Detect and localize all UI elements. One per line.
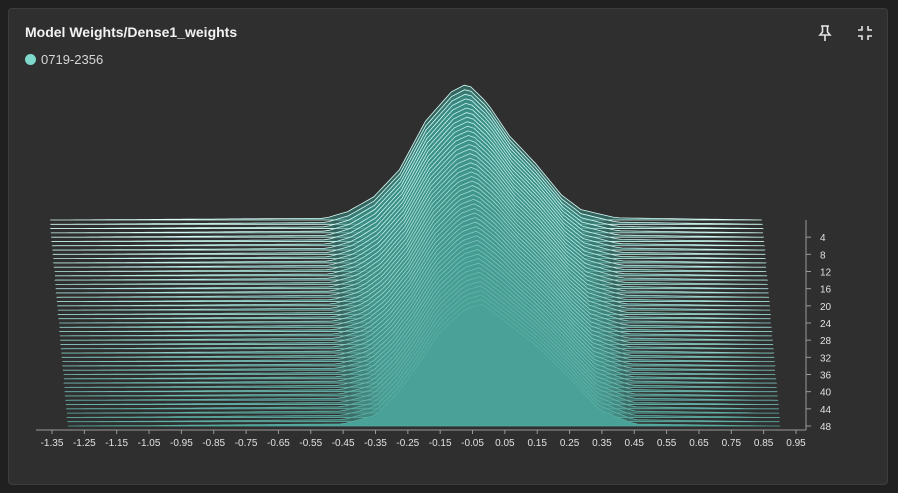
x-tick-label: -0.95 <box>170 438 193 449</box>
ridge-step-29 <box>59 217 774 345</box>
x-tick-label: 0.05 <box>495 438 515 449</box>
step-tick-label: 8 <box>820 250 826 261</box>
x-tick-label: -0.25 <box>396 438 419 449</box>
step-tick-label: 44 <box>820 405 832 416</box>
ridge-step-22 <box>57 185 772 315</box>
ridge-step-21 <box>57 180 771 311</box>
x-tick-label: 0.75 <box>722 438 742 449</box>
ridge-step-48 <box>68 303 780 427</box>
x-tick-label: 0.55 <box>657 438 677 449</box>
ridge-step-25 <box>59 198 772 328</box>
x-tick-label: 0.65 <box>689 438 709 449</box>
ridge-step-27 <box>59 207 773 337</box>
x-tick-label: -0.05 <box>461 438 484 449</box>
step-tick-label: 48 <box>820 422 832 433</box>
x-tick-label: 0.15 <box>527 438 547 449</box>
pin-icon[interactable] <box>815 23 835 43</box>
ridge-step-28 <box>59 212 774 341</box>
step-tick-label: 20 <box>820 302 832 313</box>
x-tick-label: -0.65 <box>267 438 290 449</box>
step-tick-label: 4 <box>820 233 826 244</box>
legend-label[interactable]: 0719-2356 <box>41 52 104 67</box>
x-tick-label: -0.85 <box>202 438 225 449</box>
step-tick-label: 12 <box>820 268 832 279</box>
step-tick-label: 16 <box>820 285 832 296</box>
ridge-step-20 <box>56 175 771 307</box>
ridge-lines <box>49 84 781 427</box>
x-tick-label: -0.45 <box>332 438 355 449</box>
step-tick-label: 36 <box>820 371 832 382</box>
x-tick-label: 0.45 <box>625 438 645 449</box>
ridge-step-18 <box>56 166 770 298</box>
x-tick-label: -1.25 <box>73 438 96 449</box>
chart-title: Model Weights/Dense1_weights <box>25 24 238 40</box>
x-tick-label: 0.25 <box>560 438 580 449</box>
x-tick-label: -0.55 <box>299 438 322 449</box>
step-tick-label: 28 <box>820 336 832 347</box>
ridge-step-26 <box>58 203 773 333</box>
x-tick-label: -0.15 <box>429 438 452 449</box>
x-tick-label: -0.75 <box>235 438 258 449</box>
x-tick-label: 0.35 <box>592 438 612 449</box>
ridge-step-24 <box>59 194 771 324</box>
x-tick-label: 0.85 <box>754 438 774 449</box>
ridge-step-17 <box>55 162 769 294</box>
x-axis: -1.35 -1.25 -1.15 -1.05 -0.95 -0.85 -0.75 -0.65… <box>36 429 806 449</box>
x-tick-label: -1.05 <box>138 438 161 449</box>
ridge-step-19 <box>56 171 771 302</box>
step-tick-label: 32 <box>820 353 832 364</box>
exit-fullscreen-icon[interactable] <box>855 23 875 43</box>
legend: 0719-2356 <box>25 52 103 67</box>
step-tick-label: 24 <box>820 319 832 330</box>
x-tick-label: 0.95 <box>786 438 806 449</box>
ridge-step-23 <box>58 189 771 320</box>
step-tick-label: 40 <box>820 388 832 399</box>
x-tick-label: -1.35 <box>41 438 64 449</box>
x-tick-label: -0.35 <box>364 438 387 449</box>
legend-color-dot <box>25 54 36 65</box>
x-tick-label: -1.15 <box>105 438 128 449</box>
